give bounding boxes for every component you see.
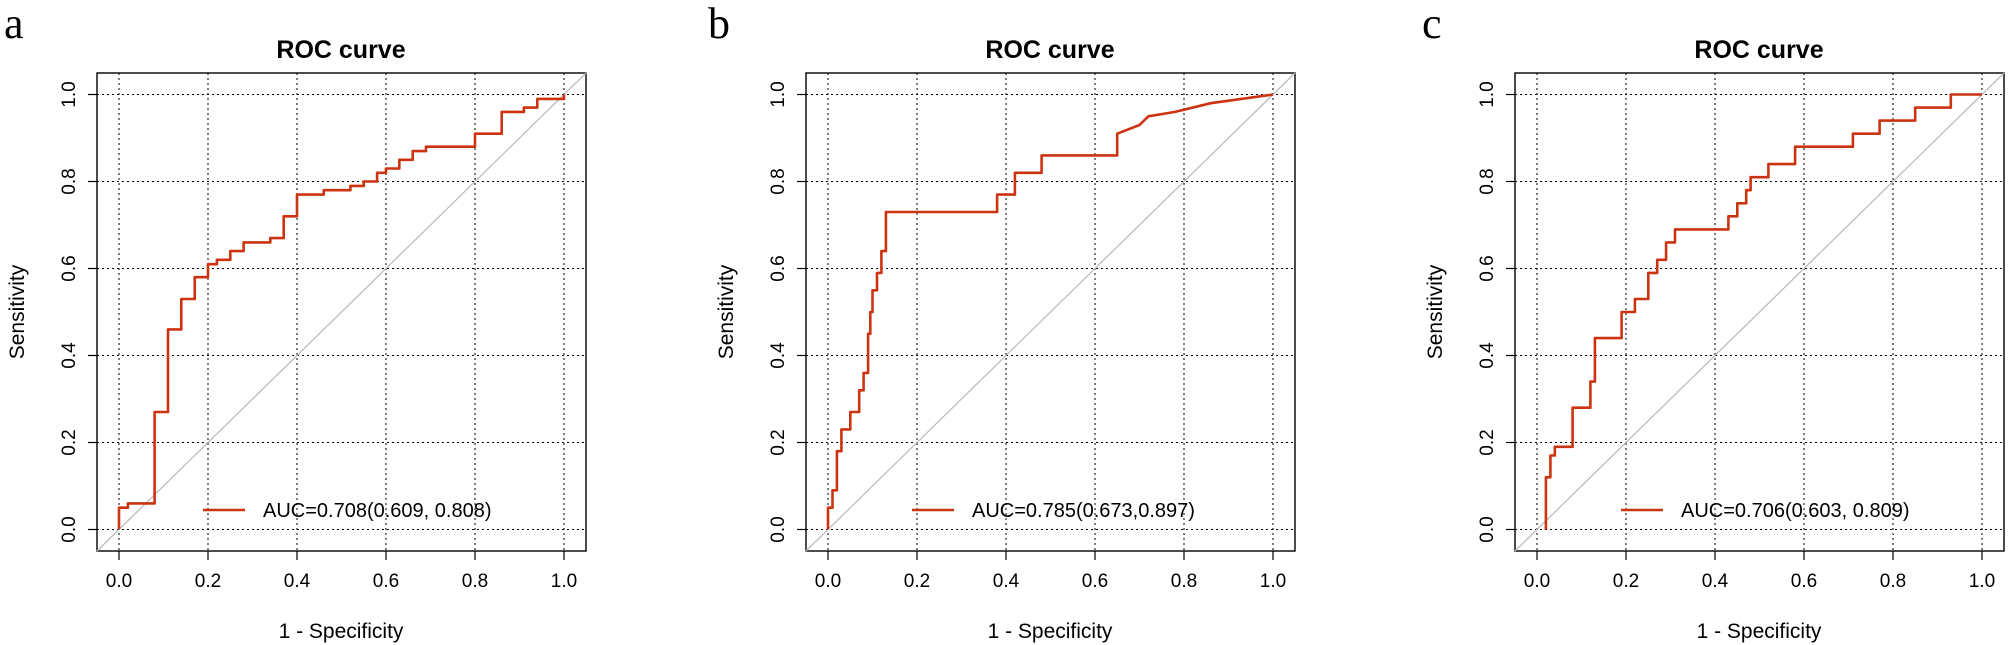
panel-c-plot-area bbox=[1514, 72, 2005, 552]
panel-a: a ROC curve 0.0 0.2 0.4 0.6 0.8 1.0 0.0 0.2 0.4… bbox=[4, 0, 587, 643]
x-tick-label-3: 0.6 bbox=[1082, 571, 1108, 592]
panel-c-x-axis: 0.0 0.2 0.4 0.6 0.8 1.0 bbox=[1524, 551, 1995, 592]
y-tick-label-0: 0.0 bbox=[1477, 516, 1498, 542]
panel-b-legend-label: AUC=0.785(0.673,0.897) bbox=[972, 500, 1195, 522]
x-tick-label-2: 0.4 bbox=[993, 571, 1020, 592]
x-tick-label-1: 0.2 bbox=[1613, 571, 1639, 592]
panel-b-plot-area bbox=[805, 72, 1296, 552]
panel-b-y-axis: 0.0 0.2 0.4 0.6 0.8 1.0 bbox=[768, 81, 806, 543]
panel-c-y-label: Sensitivity bbox=[1424, 264, 1447, 359]
panel-a-x-label: 1 - Specificity bbox=[279, 620, 404, 643]
y-tick-label-2: 0.4 bbox=[768, 342, 789, 369]
panel-b-title: ROC curve bbox=[985, 36, 1114, 64]
y-tick-label-0: 0.0 bbox=[59, 516, 80, 542]
y-tick-label-4: 0.8 bbox=[1477, 168, 1498, 194]
y-tick-label-5: 1.0 bbox=[59, 81, 80, 107]
x-tick-label-0: 0.0 bbox=[815, 571, 841, 592]
panel-c-legend-label: AUC=0.706(0.603, 0.809) bbox=[1681, 500, 1910, 522]
y-tick-label-3: 0.6 bbox=[59, 255, 80, 281]
panel-b-diagonal-reference bbox=[805, 72, 1296, 552]
x-tick-label-5: 1.0 bbox=[551, 571, 577, 592]
x-tick-label-0: 0.0 bbox=[1524, 571, 1550, 592]
x-tick-label-2: 0.4 bbox=[284, 571, 311, 592]
panel-a-diagonal-reference bbox=[96, 72, 587, 552]
panel-a-roc-curve bbox=[117, 94, 566, 530]
panel-a-y-label: Sensitivity bbox=[6, 264, 29, 359]
x-tick-label-4: 0.8 bbox=[1171, 571, 1197, 592]
y-tick-label-2: 0.4 bbox=[1477, 342, 1498, 369]
panel-b-label: b bbox=[708, 0, 730, 48]
panel-b-y-label: Sensitivity bbox=[715, 264, 738, 359]
y-tick-label-1: 0.2 bbox=[768, 429, 789, 455]
panel-b-grid bbox=[806, 73, 1295, 551]
y-tick-label-1: 0.2 bbox=[59, 429, 80, 455]
panel-a-label: a bbox=[4, 0, 24, 48]
panel-c-y-axis: 0.0 0.2 0.4 0.6 0.8 1.0 bbox=[1477, 81, 1515, 543]
panel-b-x-axis: 0.0 0.2 0.4 0.6 0.8 1.0 bbox=[815, 551, 1286, 592]
panel-b-roc-curve bbox=[826, 93, 1274, 530]
panel-c-roc-curve bbox=[1544, 93, 1982, 530]
x-tick-label-1: 0.2 bbox=[195, 571, 221, 592]
y-tick-label-4: 0.8 bbox=[59, 168, 80, 194]
panel-c-title: ROC curve bbox=[1694, 36, 1823, 64]
panel-c-x-label: 1 - Specificity bbox=[1697, 620, 1822, 643]
panel-c-diagonal-reference bbox=[1514, 72, 2005, 552]
y-tick-label-5: 1.0 bbox=[1477, 81, 1498, 107]
panel-a-x-axis: 0.0 0.2 0.4 0.6 0.8 1.0 bbox=[106, 551, 577, 592]
panel-a-y-axis: 0.0 0.2 0.4 0.6 0.8 1.0 bbox=[59, 81, 97, 543]
x-tick-label-2: 0.4 bbox=[1702, 571, 1729, 592]
panel-b-x-label: 1 - Specificity bbox=[988, 620, 1113, 643]
panel-a-legend-label: AUC=0.708(0.609, 0.808) bbox=[263, 500, 492, 522]
x-tick-label-1: 0.2 bbox=[904, 571, 930, 592]
panel-c: c ROC curve 0.0 0.2 0.4 0.6 0.8 1.0 0.0 0.2 0.4… bbox=[1422, 0, 2005, 643]
panel-a-plot-area bbox=[96, 72, 587, 552]
y-tick-label-0: 0.0 bbox=[768, 516, 789, 542]
y-tick-label-3: 0.6 bbox=[1477, 255, 1498, 281]
panel-a-grid bbox=[97, 73, 586, 551]
panel-a-title: ROC curve bbox=[276, 36, 405, 64]
x-tick-label-5: 1.0 bbox=[1969, 571, 1995, 592]
x-tick-label-3: 0.6 bbox=[373, 571, 399, 592]
y-tick-label-4: 0.8 bbox=[768, 168, 789, 194]
x-tick-label-4: 0.8 bbox=[1880, 571, 1906, 592]
y-tick-label-2: 0.4 bbox=[59, 342, 80, 369]
panel-c-grid bbox=[1515, 73, 2004, 551]
y-tick-label-3: 0.6 bbox=[768, 255, 789, 281]
panel-b: b ROC curve 0.0 0.2 0.4 0.6 0.8 1.0 0.0 0.2 0.4… bbox=[708, 0, 1296, 643]
y-tick-label-1: 0.2 bbox=[1477, 429, 1498, 455]
x-tick-label-4: 0.8 bbox=[462, 571, 488, 592]
x-tick-label-0: 0.0 bbox=[106, 571, 132, 592]
panel-c-label: c bbox=[1422, 0, 1442, 48]
x-tick-label-3: 0.6 bbox=[1791, 571, 1817, 592]
x-tick-label-5: 1.0 bbox=[1260, 571, 1286, 592]
y-tick-label-5: 1.0 bbox=[768, 81, 789, 107]
